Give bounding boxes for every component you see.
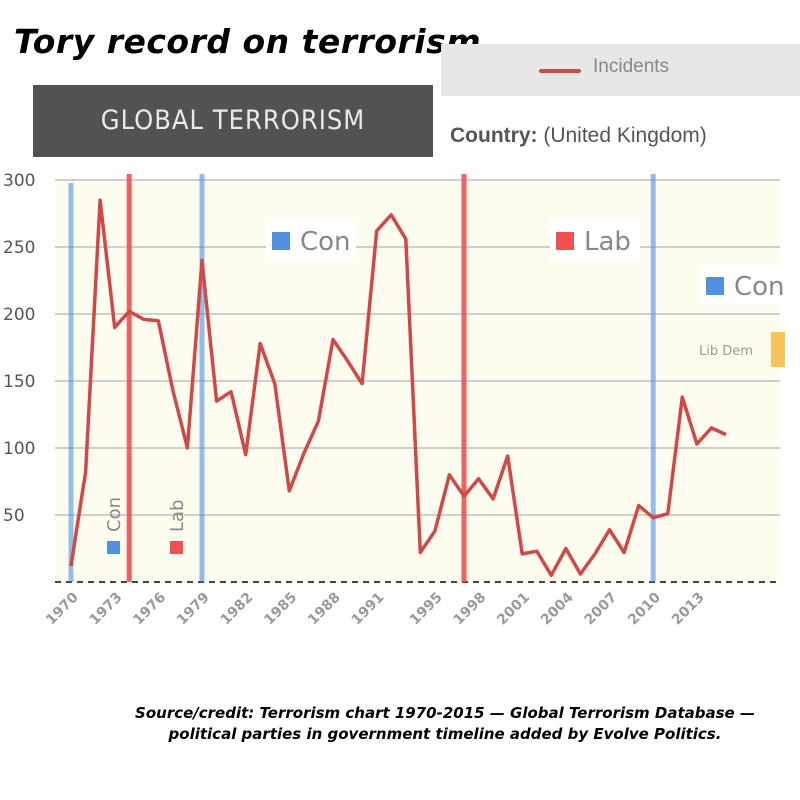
y-tick-label: 150: [3, 372, 35, 392]
x-tick-label: 2013: [669, 590, 708, 629]
y-tick-label: 300: [3, 171, 35, 191]
country-value: (United Kingdom): [543, 124, 707, 147]
annotation-swatch: [107, 541, 120, 554]
y-tick-label: 50: [3, 506, 25, 526]
annotation-label: Lab: [584, 227, 631, 257]
annotation-swatch: [556, 232, 574, 250]
annotation-swatch: [170, 541, 183, 554]
x-tick-label: 2004: [538, 589, 577, 628]
x-tick-label: 1973: [87, 590, 126, 629]
legend-label-incidents: Incidents: [593, 56, 670, 77]
annotation-swatch: [771, 332, 785, 367]
legend-swatch-incidents: [539, 69, 581, 73]
x-tick-label: 2007: [582, 590, 621, 629]
x-tick-label: 1979: [174, 590, 213, 629]
x-tick-label: 1991: [349, 590, 388, 629]
annotation-swatch: [272, 232, 290, 250]
annotation-label: Lib Dem: [699, 344, 753, 359]
incidents-line: [69, 198, 727, 578]
annotation-label: Lab: [167, 500, 188, 532]
source-credit: Source/credit: Terrorism chart 1970-2015…: [135, 704, 755, 743]
x-tick-label: 2001: [494, 590, 533, 629]
annotation-label: Con: [734, 272, 785, 302]
annotation-label: Con: [104, 497, 125, 532]
x-tick-label: 1982: [218, 590, 257, 629]
x-tick-label: 1988: [305, 590, 344, 629]
y-tick-label: 250: [3, 238, 35, 258]
y-tick-label: 200: [3, 305, 35, 325]
country-key: Country:: [450, 124, 538, 147]
x-tick-label: 1976: [130, 590, 169, 629]
y-tick-label: 100: [3, 439, 35, 459]
annotation-swatch: [706, 277, 724, 295]
x-tick-label: 2010: [625, 589, 664, 628]
annotation-label: Con: [300, 227, 351, 257]
x-tick-label: 1998: [451, 590, 490, 629]
gtd-banner: GLOBAL TERRORISM DATABASE: [33, 85, 433, 208]
headline: Tory record on terrorism...: [14, 22, 521, 61]
x-tick-label: 1985: [261, 590, 300, 629]
chart-legend: Incidents: [441, 44, 800, 96]
country-label: Country: (United Kingdom): [450, 124, 707, 148]
x-tick-label: 1970: [43, 589, 82, 628]
x-tick-label: 1995: [407, 590, 446, 629]
